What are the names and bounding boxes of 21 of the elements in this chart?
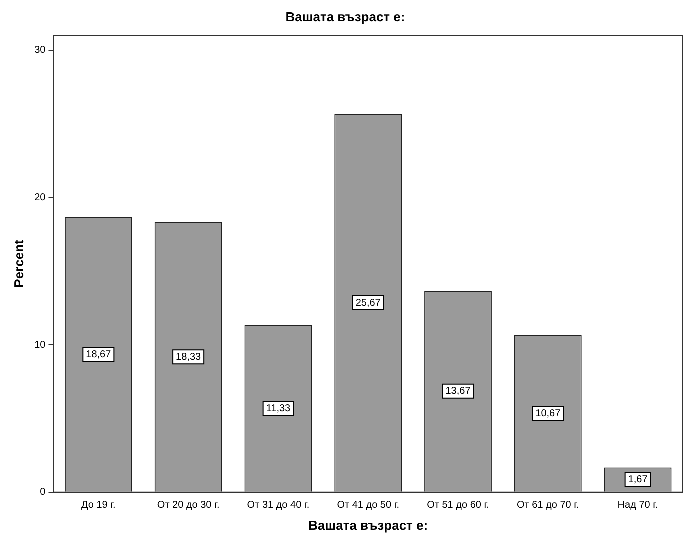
y-tick-label: 10 bbox=[34, 340, 46, 351]
x-tick-label: До 19 г. bbox=[82, 500, 116, 512]
y-tick-label: 0 bbox=[40, 487, 46, 498]
data-label: 1,67 bbox=[628, 474, 648, 486]
data-label: 18,67 bbox=[86, 349, 112, 360]
x-tick-label: От 61 до 70 г. bbox=[516, 500, 580, 512]
data-label: 13,67 bbox=[446, 386, 472, 398]
data-label: 25,67 bbox=[356, 298, 382, 309]
chart-title: Вашата възраст е: bbox=[286, 9, 406, 24]
y-axis-title: Percent bbox=[11, 239, 26, 288]
data-label: 11,33 bbox=[266, 403, 292, 414]
x-tick-label: От 31 до 40 г. bbox=[247, 500, 310, 512]
y-tick-label: 20 bbox=[34, 192, 46, 204]
x-tick-label: От 51 до 60 г. bbox=[427, 500, 490, 512]
y-tick-label: 30 bbox=[34, 45, 46, 56]
x-tick-label: От 41 до 50 г. bbox=[337, 500, 400, 512]
x-tick-label: Над 70 г. bbox=[618, 500, 658, 512]
x-tick-label: От 20 до 30 г. bbox=[157, 500, 220, 512]
data-label: 18,33 bbox=[176, 352, 202, 363]
x-axis-title: Вашата възраст е: bbox=[308, 518, 428, 533]
data-label: 10,67 bbox=[536, 408, 562, 420]
